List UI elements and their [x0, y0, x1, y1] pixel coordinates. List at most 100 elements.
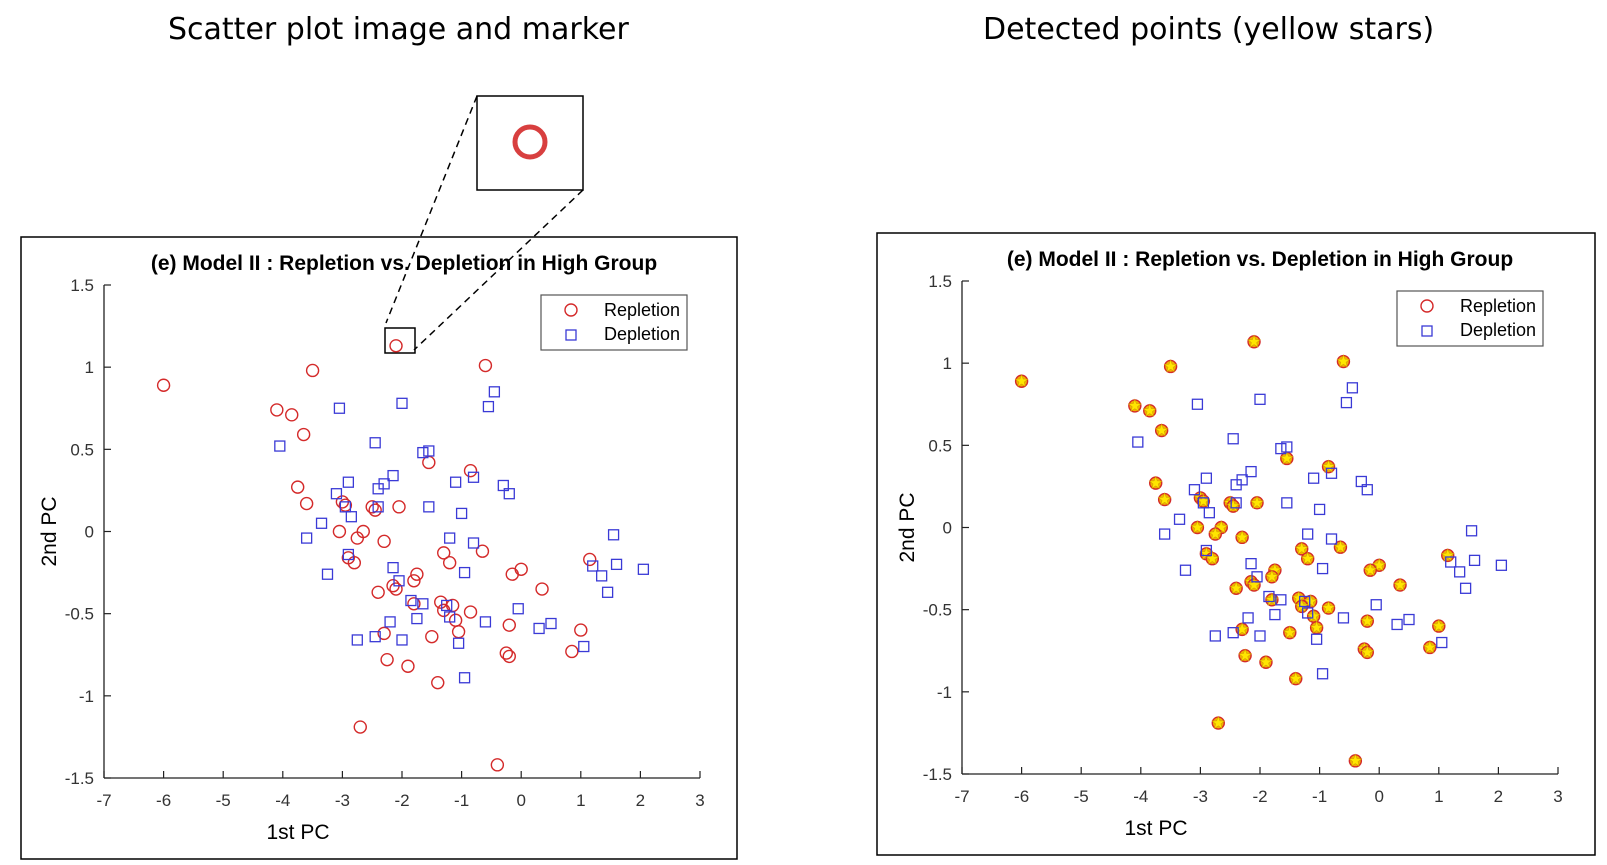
detected-star-marker [1300, 551, 1315, 565]
depletion-point [596, 570, 608, 582]
depletion-point [393, 575, 405, 587]
depletion-point [1230, 497, 1242, 509]
repletion-point [368, 503, 382, 517]
detected-star-marker [1229, 580, 1244, 595]
depletion-point [423, 501, 435, 513]
depletion-point [1403, 613, 1415, 626]
y-tick-label: -0.5 [65, 605, 94, 624]
x-tick-label: 0 [516, 791, 525, 810]
depletion-point [441, 599, 453, 612]
depletion-point [467, 471, 480, 483]
repletion-point [407, 597, 421, 611]
depletion-point [482, 400, 495, 413]
y-tick-label: 0 [85, 523, 94, 542]
x-tick-label: 1 [576, 791, 585, 810]
repletion-point [377, 626, 391, 641]
y-tick-label: 1 [85, 358, 94, 377]
repletion-point [463, 605, 478, 619]
depletion-point [351, 634, 363, 646]
x-tick-label: -7 [96, 791, 111, 810]
chart-title: (e) Model II : Repletion vs. Depletion i… [1007, 248, 1513, 271]
repletion-point [431, 675, 445, 690]
depletion-point [1302, 607, 1314, 619]
depletion-point [1158, 528, 1171, 540]
detected-star-marker [1214, 520, 1229, 534]
depletion-point [452, 637, 465, 649]
depletion-point [396, 397, 408, 409]
repletion-point [583, 552, 597, 567]
detected-star-marker [1303, 594, 1318, 608]
right-panel-heading: Detected points (yellow stars) [983, 12, 1435, 47]
repletion-point [502, 649, 516, 664]
legend-repletion-label: Repletion [604, 300, 680, 320]
y-tick-label: -0.5 [923, 601, 952, 620]
depletion-point [1337, 612, 1350, 624]
y-tick-label: -1 [79, 687, 94, 706]
detected-star-marker [1309, 620, 1324, 634]
detected-star-marker [1208, 526, 1223, 541]
depletion-point [1197, 497, 1210, 509]
depletion-point [545, 617, 557, 630]
depletion-point [637, 563, 650, 575]
depletion-point [1325, 467, 1338, 479]
depletion-point [339, 501, 352, 513]
zoom-box [476, 95, 584, 191]
repletion-point [437, 546, 451, 560]
repletion-point [296, 427, 311, 442]
zoomed-circle-marker [512, 124, 548, 160]
depletion-point [1370, 599, 1382, 611]
x-tick-label: 3 [695, 791, 704, 810]
depletion-point [1275, 594, 1287, 606]
depletion-point [300, 532, 313, 544]
repletion-point [371, 585, 385, 600]
depletion-point [458, 566, 471, 579]
depletion-point [503, 488, 515, 500]
detected-star-marker [1247, 577, 1262, 591]
legend-repletion-marker [564, 303, 578, 317]
detected-star-marker [1306, 608, 1321, 623]
legend-depletion-label: Depletion [1460, 320, 1536, 340]
depletion-point [1245, 465, 1257, 478]
depletion-point [372, 483, 384, 495]
depletion-point [423, 445, 435, 457]
x-tick-label: 1 [1434, 787, 1443, 806]
detected-star-marker [1440, 548, 1455, 562]
detected-star-marker [1014, 373, 1029, 388]
depletion-point [342, 476, 355, 488]
x-tick-label: 2 [636, 791, 645, 810]
repletion-point [365, 500, 379, 514]
depletion-point [444, 611, 456, 623]
depletion-point [333, 402, 346, 414]
detected-star-marker [1360, 613, 1375, 628]
x-tick-label: -6 [1014, 787, 1029, 806]
detected-star-marker [1348, 753, 1363, 767]
detected-star-marker [1258, 654, 1273, 669]
repletion-point [305, 363, 320, 378]
depletion-point [578, 640, 590, 653]
detected-star-marker [1211, 715, 1226, 729]
depletion-point [1242, 612, 1254, 624]
depletion-point [1302, 528, 1314, 540]
x-tick-label: 2 [1494, 787, 1503, 806]
detected-star-marker [1264, 592, 1279, 606]
detected-star-marker [1264, 569, 1279, 583]
x-tick-label: -3 [335, 791, 350, 810]
depletion-point [321, 568, 334, 580]
y-tick-label: -1.5 [923, 765, 952, 784]
depletion-point [1203, 507, 1215, 519]
depletion-point [384, 616, 396, 628]
depletion-point [1179, 564, 1192, 576]
depletion-point [444, 532, 456, 544]
depletion-point [1254, 630, 1266, 642]
depletion-point [1200, 472, 1213, 484]
depletion-point [479, 616, 492, 628]
depletion-point [387, 562, 399, 574]
depletion-point [533, 622, 545, 635]
depletion-point [369, 631, 381, 643]
depletion-point [274, 440, 286, 452]
detected-star-marker [1282, 625, 1297, 639]
detected-star-marker [1190, 520, 1205, 534]
y-tick-label: 1.5 [70, 276, 94, 295]
depletion-point [1465, 525, 1478, 537]
